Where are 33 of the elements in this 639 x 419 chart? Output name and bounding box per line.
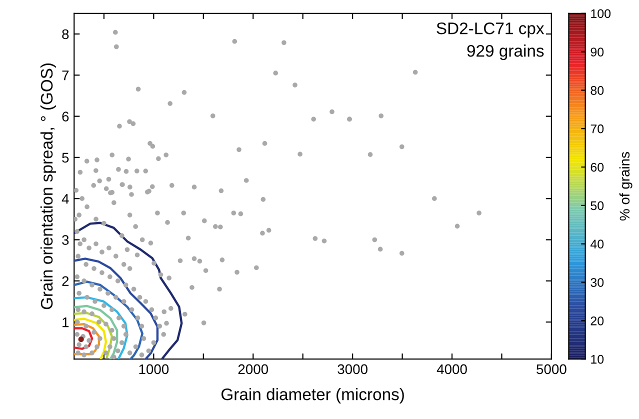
y-tick-label: 3: [62, 235, 69, 245]
x-tick-label: 3000: [338, 364, 368, 374]
color-bar-title: % of grains: [619, 152, 632, 220]
x-axis-title: Grain diameter (microns): [221, 388, 404, 404]
color-bar-label: 100: [591, 9, 611, 18]
x-tick-label: 2000: [238, 364, 268, 374]
y-tick-label: 1: [62, 318, 69, 328]
x-tick-label: 5000: [536, 364, 566, 374]
y-axis-title: Grain orientation spread, ° (GOS): [40, 64, 56, 310]
y-tick-label: 7: [62, 70, 69, 80]
y-tick-label: 2: [62, 276, 69, 286]
y-tick-label: 8: [62, 29, 69, 40]
color-bar-label: 10: [591, 354, 604, 364]
annotation: 929 grains: [467, 44, 544, 60]
color-bar-label: 30: [590, 278, 604, 287]
line-series: [74, 327, 94, 350]
line-series: [74, 304, 118, 360]
x-tick-label: 4000: [436, 364, 467, 374]
color-bar-label: 20: [590, 316, 604, 326]
color-bar-label: 40: [590, 240, 604, 249]
y-tick-label: 6: [62, 112, 69, 122]
color-bar-label: 90: [590, 48, 604, 56]
line-series: [74, 222, 183, 360]
x-tick-label: 1000: [139, 364, 169, 374]
color-bar-label: 80: [590, 86, 604, 95]
annotation: SD2-LC71 cpx: [436, 22, 544, 38]
line-series: [74, 296, 128, 360]
color-bar-label: 70: [590, 124, 604, 134]
color-bar-label: 50: [590, 201, 604, 210]
color-bar-label: 60: [590, 162, 604, 172]
line-series: [74, 318, 108, 360]
y-tick-label: 4: [62, 194, 69, 204]
y-tick-label: 5: [62, 152, 69, 163]
